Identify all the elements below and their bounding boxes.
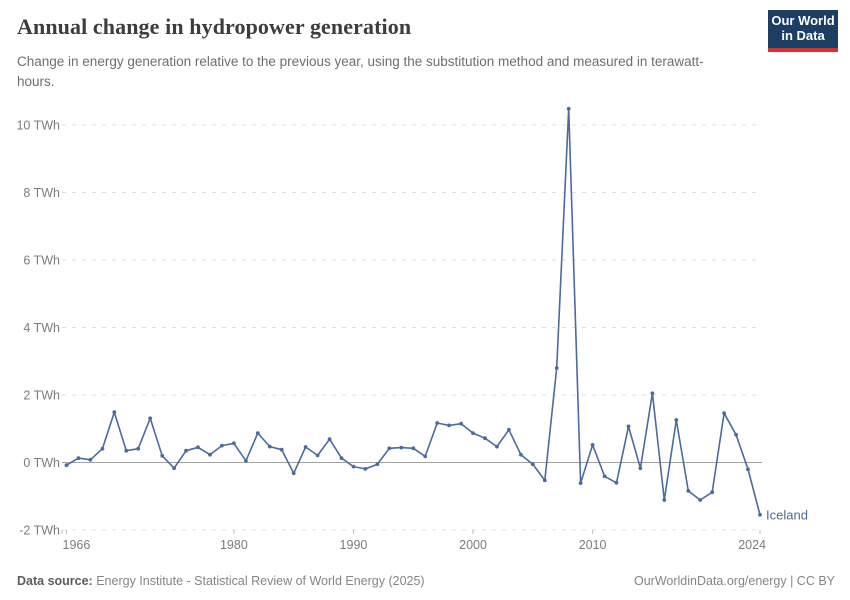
data-point-2008[interactable]: [566, 106, 571, 111]
data-point-1969[interactable]: [100, 446, 105, 451]
data-point-1981[interactable]: [244, 458, 248, 463]
y-axis-label--2: -2 TWh: [19, 524, 60, 538]
data-point-2009[interactable]: [578, 481, 583, 485]
data-point-1986[interactable]: [303, 445, 308, 449]
data-point-2012[interactable]: [614, 480, 619, 485]
data-point-1972[interactable]: [136, 446, 141, 451]
data-point-2011[interactable]: [602, 474, 607, 479]
data-point-2004[interactable]: [519, 452, 523, 457]
data-source-text: Energy Institute - Statistical Review of…: [92, 574, 425, 588]
data-point-1968[interactable]: [88, 457, 93, 462]
data-point-2024[interactable]: [758, 512, 762, 517]
x-axis-label-1966: 1966: [63, 538, 91, 552]
y-axis-label-2: 2 TWh: [23, 389, 60, 403]
y-axis-label-0: 0 TWh: [23, 456, 60, 470]
data-point-1975[interactable]: [172, 466, 177, 471]
data-point-1974[interactable]: [160, 453, 165, 458]
data-point-1998[interactable]: [447, 423, 451, 428]
data-point-1984[interactable]: [279, 447, 284, 452]
data-point-1988[interactable]: [327, 437, 332, 442]
credit-license-note: OurWorldinData.org/energy | CC BY: [633, 574, 835, 588]
data-point-2010[interactable]: [590, 443, 595, 447]
data-point-1996[interactable]: [423, 454, 428, 459]
data-point-2014[interactable]: [638, 466, 643, 471]
y-axis-label-8: 8 TWh: [23, 186, 60, 200]
data-point-2001[interactable]: [483, 436, 487, 441]
chart-subtitle: Change in energy generation relative to …: [17, 54, 704, 89]
chart-footer: Data source: Energy Institute - Statisti…: [17, 574, 835, 588]
data-point-1978[interactable]: [208, 452, 212, 457]
data-point-1971[interactable]: [124, 448, 129, 453]
data-point-2023[interactable]: [746, 467, 750, 472]
data-point-1991[interactable]: [363, 467, 368, 471]
data-point-2006[interactable]: [542, 478, 547, 483]
data-point-1999[interactable]: [459, 421, 463, 426]
data-point-2007[interactable]: [554, 366, 559, 370]
data-source-note: Data source: Energy Institute - Statisti…: [17, 574, 425, 588]
data-point-1989[interactable]: [339, 456, 344, 460]
data-point-2005[interactable]: [530, 462, 535, 467]
x-axis-label-1990: 1990: [340, 538, 368, 552]
series-label-iceland[interactable]: Iceland: [766, 507, 808, 522]
data-point-2002[interactable]: [495, 444, 499, 449]
data-point-2016[interactable]: [662, 498, 667, 502]
data-point-1985[interactable]: [291, 471, 296, 476]
data-point-1970[interactable]: [112, 410, 117, 415]
y-axis-label-10: 10 TWh: [16, 119, 60, 133]
y-axis-label-4: 4 TWh: [23, 321, 60, 335]
data-point-2003[interactable]: [507, 427, 511, 432]
owid-logo-line1: Our World: [771, 13, 835, 29]
owid-logo: Our World in Data: [768, 10, 838, 52]
iceland-data-line[interactable]: [65, 108, 761, 516]
data-point-1983[interactable]: [267, 444, 272, 449]
data-point-2000[interactable]: [471, 431, 475, 435]
chart-title: Annual change in hydropower generation: [17, 14, 412, 39]
data-point-2021[interactable]: [722, 411, 726, 416]
data-point-1982[interactable]: [255, 431, 260, 435]
data-point-1993[interactable]: [387, 446, 392, 451]
data-point-1987[interactable]: [315, 453, 320, 458]
data-point-1977[interactable]: [196, 445, 200, 450]
x-axis-label-2010: 2010: [579, 538, 607, 552]
data-point-1976[interactable]: [184, 448, 189, 453]
data-point-2015[interactable]: [650, 391, 655, 396]
data-point-1997[interactable]: [435, 421, 440, 425]
data-point-1967[interactable]: [76, 456, 81, 460]
data-source-label: Data source:: [17, 574, 93, 588]
x-axis-label-2024: 2024: [738, 538, 766, 552]
data-point-1966[interactable]: [64, 463, 69, 468]
data-point-2018[interactable]: [686, 489, 691, 493]
data-point-2019[interactable]: [698, 498, 703, 502]
data-point-2020[interactable]: [710, 490, 715, 495]
y-axis-label-6: 6 TWh: [23, 254, 60, 268]
data-point-1994[interactable]: [399, 445, 404, 450]
data-point-2013[interactable]: [626, 424, 631, 429]
data-point-1973[interactable]: [148, 416, 153, 421]
data-point-1990[interactable]: [351, 464, 356, 469]
owid-logo-accent-bar: [768, 48, 838, 52]
x-axis-label-2000: 2000: [459, 538, 487, 552]
data-point-2022[interactable]: [734, 432, 738, 437]
x-axis-label-1980: 1980: [220, 538, 248, 552]
data-point-1979[interactable]: [220, 443, 224, 448]
data-point-1995[interactable]: [411, 446, 416, 451]
owid-logo-line2: in Data: [781, 28, 825, 43]
data-point-1980[interactable]: [232, 441, 236, 446]
data-point-1992[interactable]: [375, 462, 380, 467]
data-point-2017[interactable]: [674, 418, 679, 422]
